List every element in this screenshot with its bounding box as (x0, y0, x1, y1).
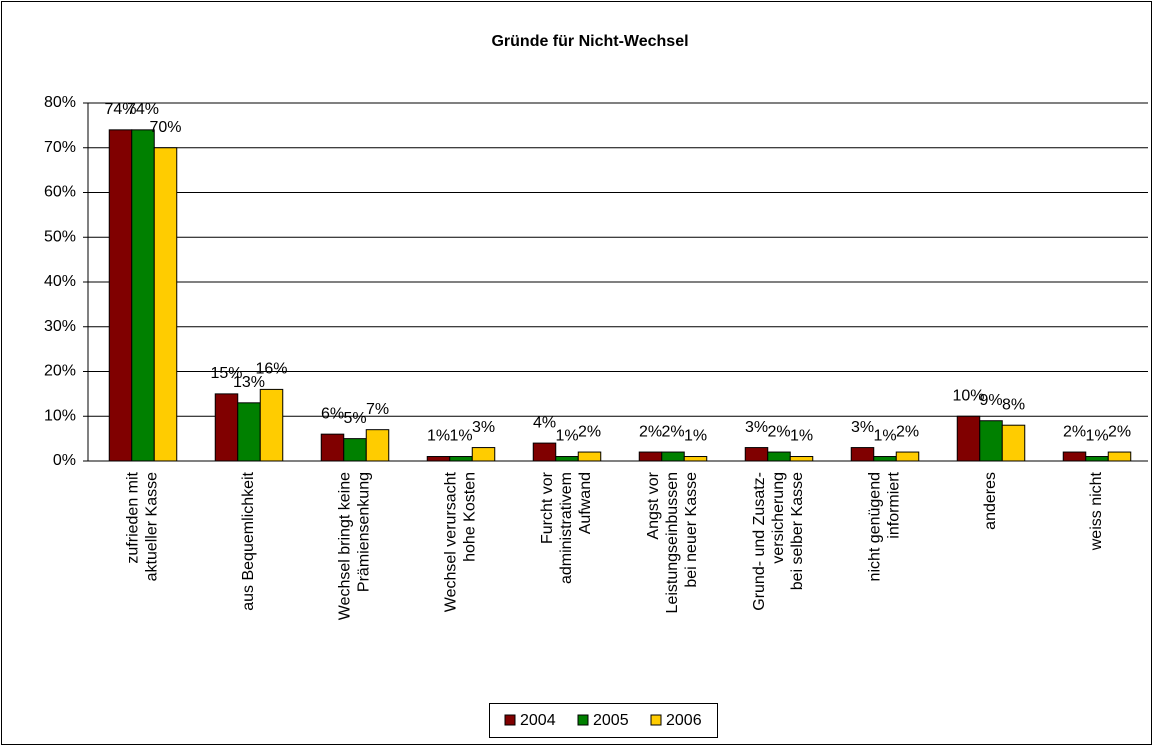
y-tick-label: 40% (44, 273, 76, 290)
data-label: 74% (127, 101, 159, 118)
data-label: 70% (149, 119, 181, 136)
bar (683, 456, 708, 462)
y-tick-label: 80% (44, 94, 76, 111)
legend-box (489, 703, 718, 738)
bar (767, 451, 791, 462)
x-tick-label: Wechsel verursacht (443, 471, 460, 612)
data-label: 2% (1063, 423, 1086, 440)
x-tick-label: informiert (886, 471, 903, 538)
data-label: 3% (851, 419, 874, 436)
legend-swatch (504, 714, 516, 726)
data-label: 1% (555, 428, 578, 445)
bar (449, 456, 473, 462)
x-tick-label: weiss nicht (1088, 471, 1105, 551)
x-tick-label: administrativem (558, 472, 575, 584)
bar (1085, 456, 1109, 462)
x-tick-label: aktueller Kasse (144, 472, 161, 581)
x-tick-label: bei neuer Kasse (683, 472, 700, 588)
legend-label: 2006 (666, 712, 702, 729)
bar (471, 447, 496, 462)
bar (131, 129, 155, 462)
x-tick-label: zufrieden mit (125, 471, 142, 563)
data-label: 13% (233, 374, 265, 391)
data-label: 2% (578, 423, 601, 440)
bar (1001, 424, 1026, 462)
bar (153, 147, 178, 462)
bar (873, 456, 897, 462)
data-label: 1% (1085, 428, 1108, 445)
data-label: 3% (472, 419, 495, 436)
bar (343, 438, 367, 462)
data-label: 7% (366, 401, 389, 418)
legend-swatch (577, 714, 589, 726)
x-tick-label: Wechsel bringt keine (337, 472, 354, 620)
data-label: 6% (321, 405, 344, 422)
y-tick-label: 20% (44, 363, 76, 380)
bar (956, 415, 981, 462)
bar (577, 451, 602, 462)
y-tick-label: 30% (44, 318, 76, 335)
data-label: 1% (427, 428, 450, 445)
data-label: 1% (684, 428, 707, 445)
bar (320, 433, 345, 462)
data-label: 2% (661, 423, 684, 440)
bar (237, 402, 261, 462)
x-tick-label: Grund- und Zusatz- (751, 472, 768, 611)
data-label: 2% (767, 423, 790, 440)
bar (532, 442, 557, 462)
y-tick-label: 60% (44, 184, 76, 201)
data-label: 3% (745, 419, 768, 436)
x-tick-label: Angst vor (645, 471, 662, 539)
bar (1062, 451, 1087, 462)
data-label: 74% (104, 101, 136, 118)
x-tick-label: nicht genügend (867, 472, 884, 581)
x-tick-label: anderes (982, 472, 999, 530)
bar (259, 388, 284, 462)
x-tick-label: bei selber Kasse (789, 472, 806, 590)
x-tick-label: aus Bequemlichkeit (240, 471, 257, 610)
data-label: 15% (210, 365, 242, 382)
data-label: 1% (449, 428, 472, 445)
x-tick-label: Aufwand (577, 472, 594, 534)
y-tick-label: 50% (44, 228, 76, 245)
bar (1107, 451, 1132, 462)
bar (108, 129, 133, 462)
x-tick-label: Prämiensenkung (356, 472, 373, 592)
y-tick-label: 70% (44, 139, 76, 156)
x-tick-label: Leistungseinbussen (664, 472, 681, 613)
data-label: 5% (343, 410, 366, 427)
bar (214, 393, 239, 462)
data-label: 2% (639, 423, 662, 440)
data-label: 4% (533, 414, 556, 431)
data-label: 16% (255, 361, 287, 378)
legend-label: 2004 (520, 712, 556, 729)
bar (789, 456, 814, 462)
bar (979, 420, 1003, 462)
bar (895, 451, 920, 462)
legend-label: 2005 (593, 712, 629, 729)
data-label: 1% (873, 428, 896, 445)
bar (555, 456, 579, 462)
bar (661, 451, 685, 462)
bar (850, 447, 875, 462)
x-tick-label: versicherung (770, 472, 787, 564)
bar (744, 447, 769, 462)
bar (638, 451, 663, 462)
x-tick-label: Furcht vor (539, 471, 556, 544)
legend-swatch (650, 714, 662, 726)
x-tick-label: hohe Kosten (462, 472, 479, 562)
bar (426, 456, 451, 462)
data-label: 1% (790, 428, 813, 445)
chart-title: Gründe für Nicht-Wechsel (491, 33, 688, 50)
data-label: 10% (952, 387, 984, 404)
data-label: 2% (896, 423, 919, 440)
data-label: 2% (1108, 423, 1131, 440)
bar (365, 429, 390, 462)
y-tick-label: 0% (53, 452, 76, 469)
y-tick-label: 10% (44, 407, 76, 424)
data-label: 9% (979, 392, 1002, 409)
data-label: 8% (1002, 396, 1025, 413)
